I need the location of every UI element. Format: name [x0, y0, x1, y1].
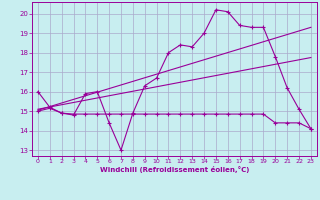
X-axis label: Windchill (Refroidissement éolien,°C): Windchill (Refroidissement éolien,°C)	[100, 166, 249, 173]
